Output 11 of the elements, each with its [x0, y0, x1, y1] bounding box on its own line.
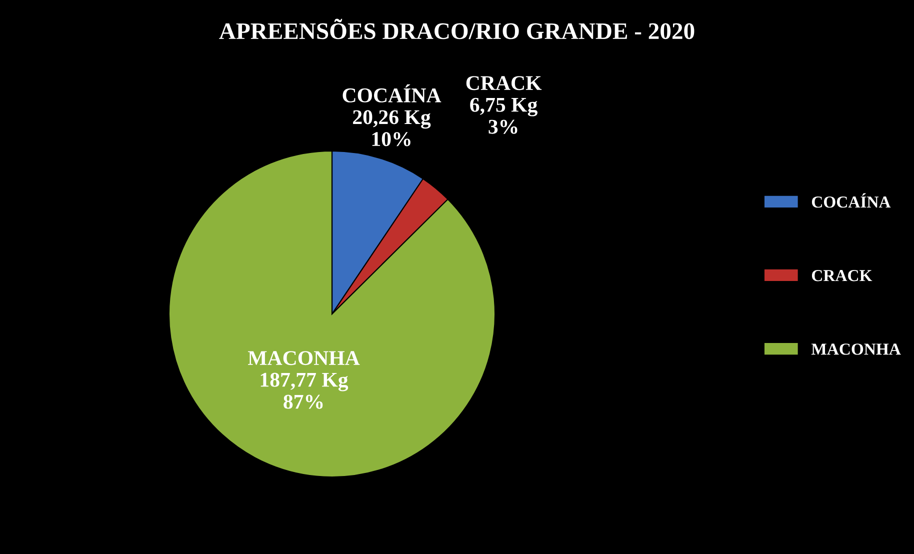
- slice-label: COCAÍNA: [342, 84, 442, 102]
- data-label: 20,26 Kg 10%: [353, 110, 431, 146]
- chart-title: APREENSÕES DRACO/RIO GRANDE - 2020: [219, 18, 694, 40]
- slice-label: MACONHA: [248, 351, 360, 366]
- slice-label: CRACK: [466, 76, 542, 90]
- legend-label: COCAÍNA: [812, 193, 891, 208]
- legend-label: MACONHA: [811, 344, 901, 355]
- legend-label: CRACK: [812, 270, 872, 282]
- pie-slice: [168, 150, 496, 478]
- data-label: 6,75 Kg 3%: [470, 98, 538, 134]
- data-label: 187,77 Kg 87%: [260, 372, 348, 409]
